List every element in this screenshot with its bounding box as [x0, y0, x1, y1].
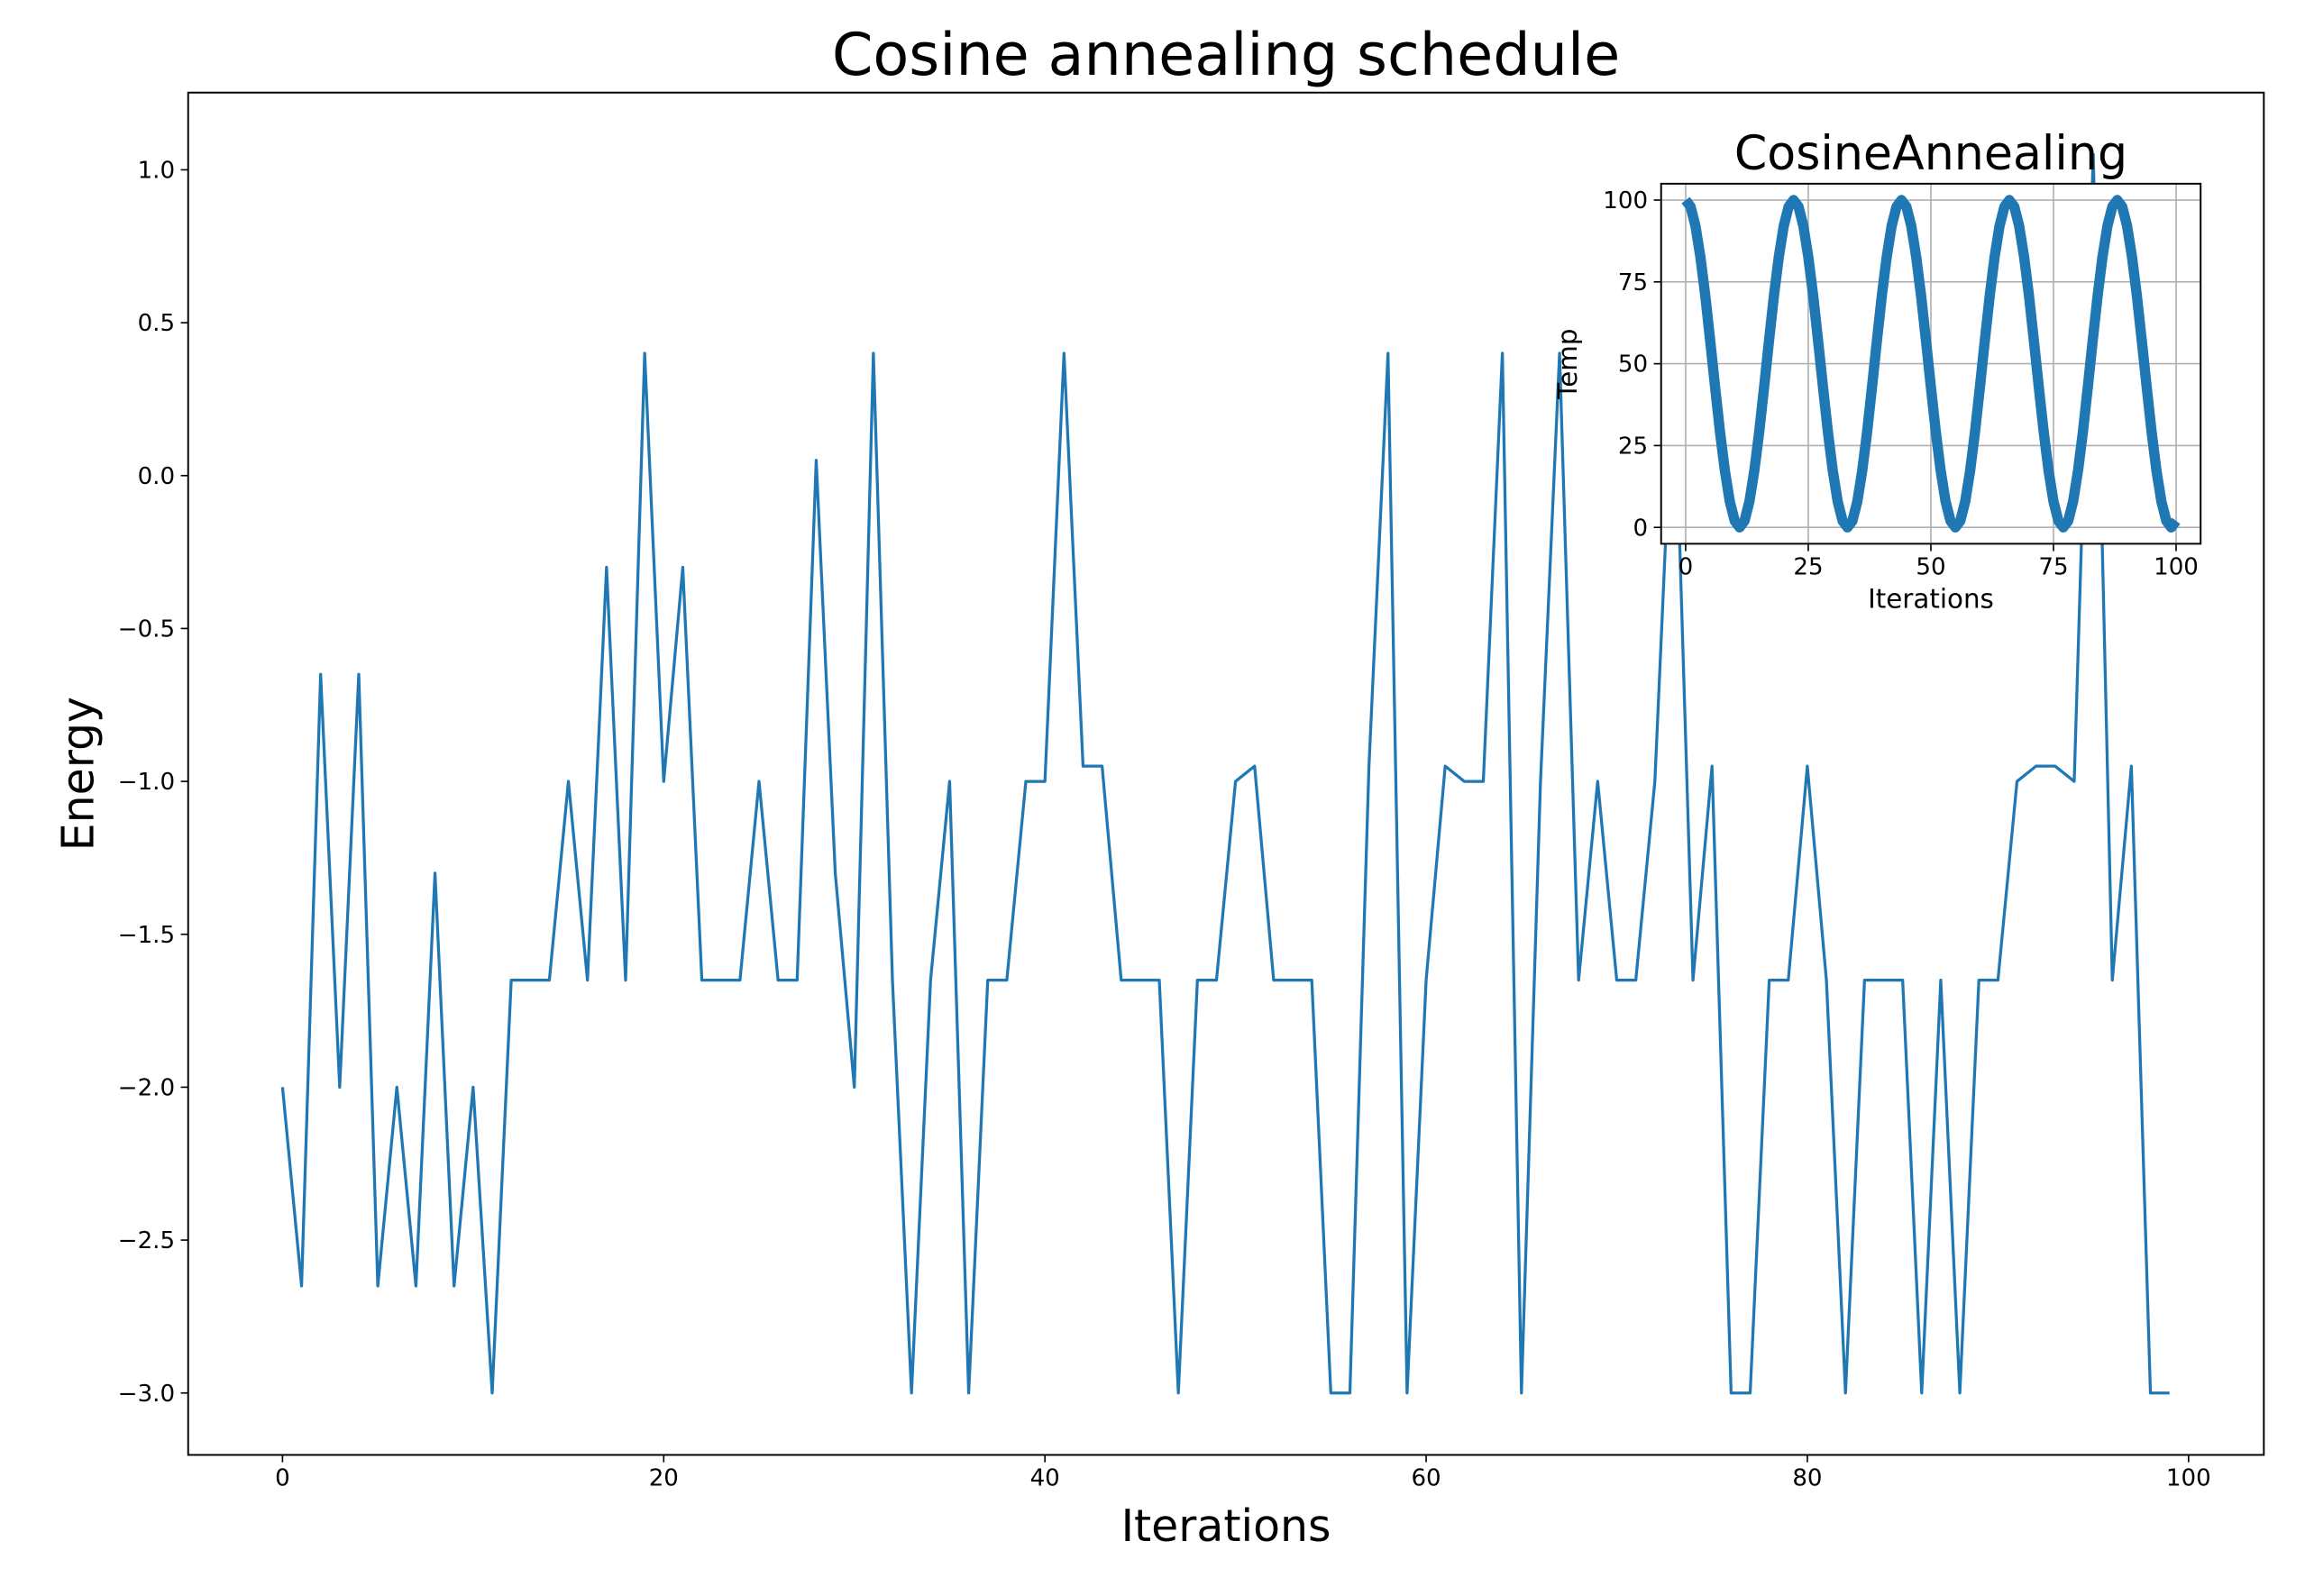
x-tick-label: 0: [275, 1465, 290, 1492]
data-line: [280, 152, 2170, 1395]
x-axis-label: Iterations: [1868, 583, 1994, 614]
x-axis-label: Iterations: [1121, 1500, 1331, 1552]
y-tick-label: 100: [1603, 187, 1648, 214]
x-tick-label: 100: [2166, 1465, 2211, 1492]
y-tick-label: 75: [1618, 269, 1648, 296]
y-tick-label: 1.0: [138, 158, 175, 185]
x-tick-label: 25: [1793, 554, 1823, 581]
x-tick-label: 50: [1916, 554, 1945, 581]
y-tick-label: −3.0: [118, 1381, 175, 1408]
y-tick-label: −2.0: [118, 1075, 175, 1102]
chart: 0 25 50 75 100 0 25 50 75 100 CosineAnnealing Itera…: [1552, 127, 2202, 614]
y-tick-label: 0.0: [138, 463, 175, 490]
y-tick-label: 0.5: [138, 310, 175, 337]
y-tick-label: −1.5: [118, 922, 175, 949]
x-tick-label: 60: [1411, 1465, 1441, 1492]
x-tick-label: 40: [1030, 1465, 1060, 1492]
y-axis-label: Energy: [52, 697, 104, 851]
chart-title: CosineAnnealing: [1734, 127, 2127, 181]
x-tick-label: 80: [1792, 1465, 1822, 1492]
y-tick-label: −1.0: [118, 769, 175, 796]
y-axis-label: Temp: [1552, 329, 1583, 400]
x-tick-label: 75: [2038, 554, 2068, 581]
x-tick-label: 0: [1678, 554, 1694, 581]
x-tick-label: 100: [2154, 554, 2199, 581]
data-line: [1681, 195, 2181, 533]
x-tick-label: 20: [649, 1465, 679, 1492]
y-tick-label: −2.5: [118, 1227, 175, 1254]
y-tick-label: 0: [1633, 515, 1648, 542]
chart-title: Cosine annealing schedule: [832, 21, 1620, 89]
y-tick-label: −0.5: [118, 616, 175, 643]
axes-frame: [187, 91, 2265, 1456]
y-tick-label: 50: [1618, 351, 1648, 378]
y-tick-label: 25: [1618, 433, 1648, 461]
